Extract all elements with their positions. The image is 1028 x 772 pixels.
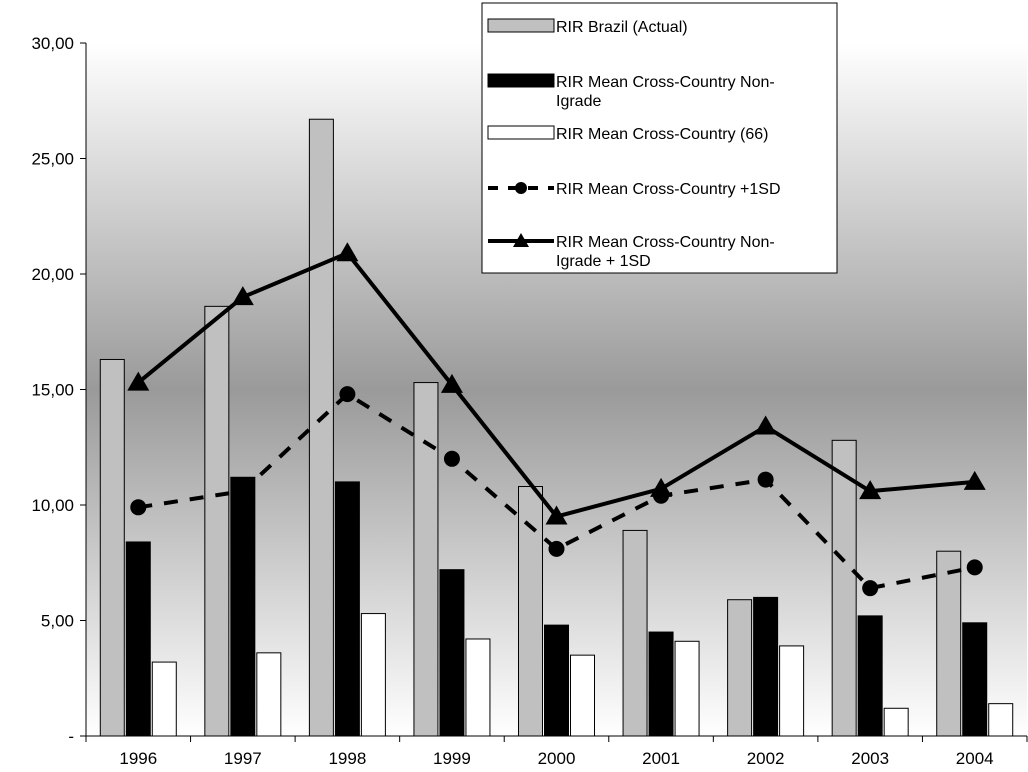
marker-rir-mean-cross-country-non-igrade-1sd-2003: [859, 480, 882, 500]
marker-rir-mean-cross-country-non-igrade-1sd-2004: [963, 470, 986, 490]
bar-layer: [99, 118, 1014, 737]
marker-rir-mean-cross-country-non-igrade-1sd-2000: [545, 505, 568, 525]
marker-rir-mean-cross-country-1sd-2004: [966, 559, 983, 576]
y-tick-label: 30,00: [31, 34, 74, 53]
legend-label-rir-mean-cross-country-1sd: RIR Mean Cross-Country +1SD: [556, 181, 781, 198]
line-rir-mean-cross-country-1sd: [137, 392, 976, 591]
marker-rir-mean-cross-country-1sd-1998: [339, 386, 356, 403]
marker-rir-mean-cross-country-1sd-1996: [130, 499, 147, 516]
bar-rir-brazil-actual--1999: [413, 382, 439, 737]
legend-label-rir-mean-cross-country-non-igrade: RIR Mean Cross-Country Non-: [556, 74, 775, 91]
marker-rir-mean-cross-country-non-igrade-1sd-1999: [440, 373, 463, 393]
bar-rir-mean-cross-country-66--1999: [465, 638, 491, 737]
bar-rir-mean-cross-country-non-igrade-2004: [962, 622, 988, 737]
legend-label-rir-mean-cross-country-66-: RIR Mean Cross-Country (66): [556, 126, 769, 143]
marker-rir-mean-cross-country-non-igrade-1sd-1996: [127, 371, 150, 391]
legend-swatch-rir-brazil-actual-: [487, 18, 555, 33]
marker-rir-mean-cross-country-non-igrade-1sd-2002: [754, 415, 777, 435]
legend-label-rir-mean-cross-country-non-igrade-1sd: RIR Mean Cross-Country Non-: [556, 234, 775, 251]
bar-rir-mean-cross-country-non-igrade-1999: [439, 569, 465, 737]
line-layer: [127, 242, 986, 597]
marker-rir-mean-cross-country-1sd-2003: [862, 580, 879, 597]
bar-rir-mean-cross-country-non-igrade-1996: [125, 541, 151, 737]
legend-marker-rir-mean-cross-country-1sd: [515, 182, 527, 194]
bar-rir-mean-cross-country-66--1997: [256, 652, 282, 737]
bar-rir-mean-cross-country-non-igrade-1998: [334, 481, 360, 737]
legend-marker-rir-mean-cross-country-non-igrade-1sd: [513, 233, 529, 247]
bar-rir-brazil-actual--1996: [99, 358, 125, 737]
bar-rir-mean-cross-country-non-igrade-1997: [230, 476, 256, 737]
x-tick-label-1998: 1998: [328, 749, 366, 768]
y-tick-label: 20,00: [31, 265, 74, 284]
marker-rir-mean-cross-country-non-igrade-1sd-1997: [231, 286, 254, 306]
y-tick-label: 25,00: [31, 150, 74, 169]
bar-rir-mean-cross-country-66--1998: [360, 613, 386, 737]
legend-label-rir-mean-cross-country-non-igrade: Igrade: [556, 93, 601, 110]
bar-rir-brazil-actual--1997: [204, 305, 230, 737]
marker-rir-mean-cross-country-non-igrade-1sd-2001: [650, 477, 673, 497]
marker-rir-mean-cross-country-1sd-1997: [234, 483, 251, 500]
axes: - 5,00 10,00 15,00 20,00 25,00 30,00 1996 1997 19…: [31, 34, 1028, 768]
bar-rir-mean-cross-country-non-igrade-2001: [648, 631, 674, 737]
legend-label-rir-brazil-actual-: RIR Brazil (Actual): [556, 19, 688, 36]
bar-rir-mean-cross-country-66--2003: [883, 707, 909, 737]
legend: RIR Brazil (Actual) RIR Mean Cross-Countr…: [481, 2, 838, 274]
legend-swatch-rir-mean-cross-country-non-igrade: [487, 73, 555, 88]
y-tick-label: 15,00: [31, 381, 74, 400]
x-tick-label-2004: 2004: [956, 749, 994, 768]
x-tick-label-2003: 2003: [851, 749, 889, 768]
bar-rir-brazil-actual--2003: [831, 439, 857, 737]
bar-rir-mean-cross-country-non-igrade-2003: [857, 615, 883, 737]
bar-rir-mean-cross-country-non-igrade-2000: [544, 624, 569, 737]
bar-rir-mean-cross-country-66--2001: [674, 640, 700, 737]
legend-label-rir-mean-cross-country-non-igrade-1sd: Igrade + 1SD: [556, 253, 651, 270]
x-tick-label-1997: 1997: [224, 749, 262, 768]
y-tick-label: 5,00: [41, 612, 74, 631]
bar-rir-brazil-actual--2001: [622, 529, 648, 737]
x-tick-label-1999: 1999: [433, 749, 471, 768]
marker-rir-mean-cross-country-1sd-2000: [548, 540, 565, 557]
y-tick-label: 10,00: [31, 496, 74, 515]
x-tick-label-2002: 2002: [747, 749, 785, 768]
marker-rir-mean-cross-country-1sd-1999: [443, 450, 460, 467]
marker-rir-mean-cross-country-non-igrade-1sd-1998: [336, 242, 359, 262]
y-tick-label: -: [68, 727, 74, 746]
bar-rir-mean-cross-country-66--1996: [151, 661, 177, 737]
bar-rir-brazil-actual--1998: [308, 118, 334, 737]
bar-rir-mean-cross-country-66--2000: [570, 654, 595, 737]
bar-rir-mean-cross-country-66--2002: [779, 645, 805, 737]
x-tick-label-2001: 2001: [642, 749, 680, 768]
legend-swatch-rir-mean-cross-country-66-: [487, 125, 555, 140]
x-tick-label-1996: 1996: [119, 749, 157, 768]
marker-rir-mean-cross-country-1sd-2002: [757, 471, 774, 488]
bar-rir-mean-cross-country-non-igrade-2002: [753, 596, 779, 737]
bar-rir-brazil-actual--2002: [727, 599, 753, 737]
bar-rir-mean-cross-country-66--2004: [988, 703, 1014, 737]
bar-rir-brazil-actual--2004: [936, 550, 962, 737]
x-tick-label-2000: 2000: [538, 749, 576, 768]
